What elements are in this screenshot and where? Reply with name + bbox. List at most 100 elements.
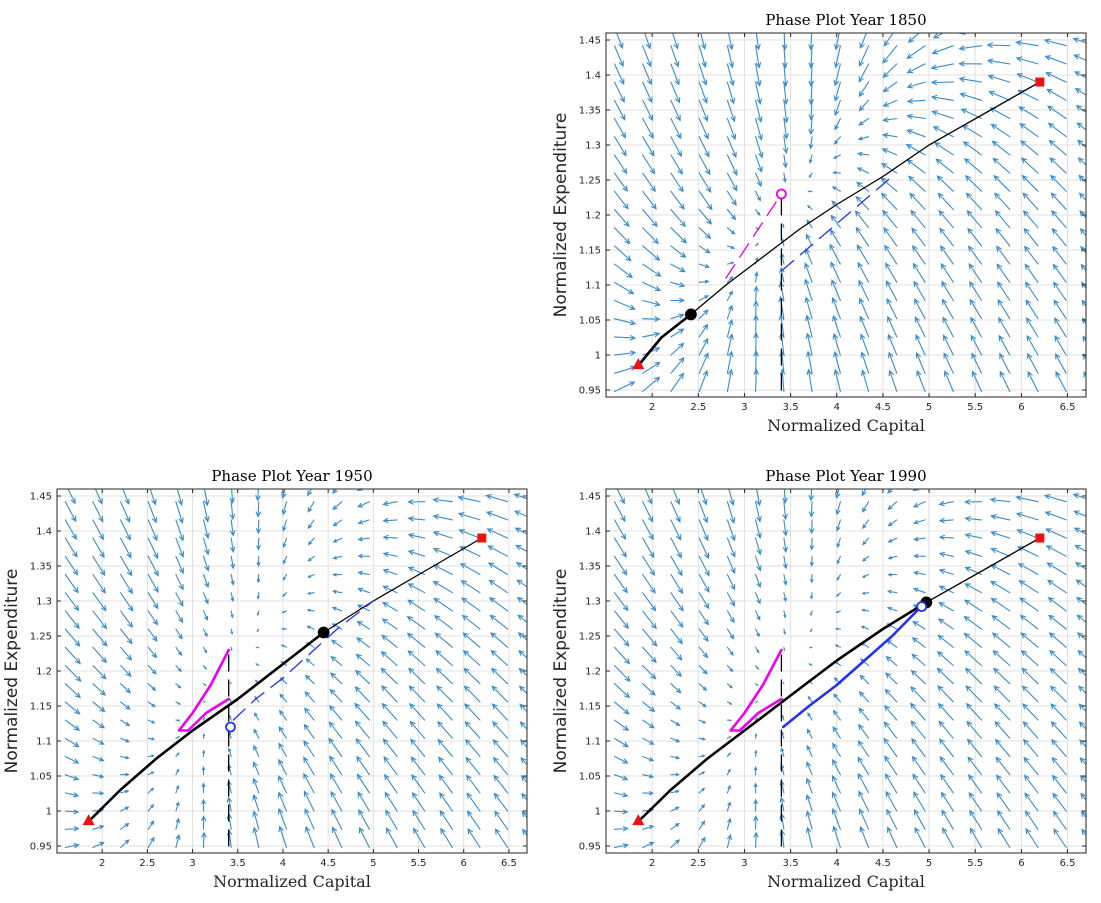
- quiver-arrow: [698, 803, 706, 812]
- quiver-arrow: [670, 719, 681, 727]
- quiver-arrow: [356, 620, 370, 630]
- quiver-arrow: [1077, 649, 1086, 659]
- quiver-arrow: [64, 555, 79, 576]
- quiver-arrow: [230, 573, 235, 586]
- quiver-arrow: [122, 489, 130, 506]
- quiver-arrow: [726, 519, 736, 542]
- quiver-arrow: [698, 719, 707, 724]
- quiver-arrow: [810, 592, 814, 600]
- quiver-arrow: [698, 117, 709, 140]
- quiver-arrow: [992, 649, 1011, 667]
- x-tick-label: 3.5: [783, 402, 799, 413]
- quiver-arrow: [64, 537, 78, 558]
- quiver-arrow: [670, 342, 685, 356]
- quiver-arrow: [357, 553, 370, 559]
- quiver-arrow: [356, 755, 370, 776]
- grid: [57, 489, 527, 853]
- quiver-arrow: [958, 45, 983, 51]
- quiver-arrow: [806, 350, 813, 374]
- quiver-arrow: [858, 63, 870, 83]
- quiver-arrow: [834, 117, 841, 131]
- quiver-arrow: [385, 827, 398, 849]
- quiver-arrow: [642, 227, 659, 245]
- quiver-arrow: [698, 573, 710, 594]
- quiver-arrow: [357, 536, 370, 542]
- quiver-arrow: [884, 688, 898, 703]
- quiver-arrow: [1051, 774, 1067, 794]
- x-tick-label: 5: [926, 402, 932, 413]
- y-tick-label: 1: [595, 807, 601, 818]
- quiver-arrow: [488, 597, 509, 612]
- quiver-arrow: [201, 831, 207, 849]
- quiver-arrow: [911, 244, 926, 265]
- quiver-arrow: [992, 667, 1011, 685]
- quiver-arrow: [881, 148, 898, 156]
- quiver-arrow: [698, 519, 709, 542]
- quiver-arrow: [330, 655, 343, 667]
- quiver-arrow: [92, 737, 105, 745]
- x-tick-label: 4.5: [320, 858, 336, 869]
- quiver-arrow: [991, 615, 1011, 630]
- quiver-arrow: [782, 63, 789, 88]
- quiver-arrow: [1054, 335, 1067, 356]
- quiver-arrow: [783, 81, 789, 106]
- quiver-arrow: [910, 720, 926, 739]
- quiver-arrow: [698, 352, 709, 374]
- quiver-arrow: [836, 573, 841, 581]
- quiver-arrow: [968, 791, 983, 812]
- quiver-arrow: [1052, 792, 1067, 812]
- quiver-arrow: [384, 791, 398, 812]
- quiver-arrow: [832, 726, 841, 739]
- quiver-arrow: [670, 701, 682, 710]
- quiver-arrow: [806, 761, 813, 776]
- quiver-arrow: [965, 483, 982, 487]
- quiver-arrow: [726, 63, 735, 87]
- quiver-arrow: [964, 549, 983, 557]
- quiver-arrow: [907, 33, 920, 44]
- quiver-arrow: [753, 765, 758, 776]
- quiver-arrow: [940, 773, 954, 794]
- quiver-arrow: [858, 723, 870, 739]
- quiver-arrow: [331, 606, 343, 612]
- quiver-arrow: [147, 787, 155, 794]
- quiver-arrow: [932, 126, 954, 138]
- quiver-arrow: [831, 807, 841, 830]
- quiver-arrow: [92, 555, 106, 577]
- quiver-arrow: [670, 117, 682, 140]
- quiver-arrow: [783, 573, 788, 586]
- quiver-arrow: [930, 79, 954, 86]
- quiver-arrow: [485, 494, 509, 503]
- quiver-arrow: [120, 501, 131, 523]
- quiver-arrow: [202, 716, 206, 721]
- quiver-arrow: [485, 511, 509, 521]
- quiver-arrow: [698, 610, 710, 626]
- quiver-arrow: [616, 33, 624, 50]
- x-tick-label: 6: [1018, 402, 1024, 413]
- quiver-arrow: [939, 755, 954, 776]
- quiver-arrow: [613, 227, 631, 245]
- quiver-arrow: [642, 361, 661, 374]
- quiver-arrow: [642, 683, 656, 696]
- y-tick-label: 1.25: [579, 632, 601, 643]
- quiver-arrow: [755, 683, 759, 687]
- quiver-arrow: [1045, 478, 1067, 484]
- quiver-arrow: [1077, 139, 1086, 149]
- quiver-arrow: [943, 352, 954, 374]
- quiver-arrow: [698, 245, 711, 254]
- quiver-arrow: [833, 81, 841, 102]
- quiver-arrow: [698, 737, 706, 741]
- quiver-arrow: [883, 737, 898, 758]
- y-tick-label: 1.3: [585, 597, 601, 608]
- quiver-arrow: [915, 333, 926, 356]
- quiver-arrow: [932, 33, 945, 39]
- quiver-arrow: [698, 771, 706, 776]
- quiver-arrow: [120, 537, 132, 559]
- quiver-arrow: [1015, 40, 1039, 47]
- quiver-arrow: [781, 33, 788, 51]
- quiver-arrow: [857, 151, 870, 157]
- quiver-arrow: [465, 756, 481, 776]
- quiver-arrow: [700, 33, 707, 51]
- quiver-arrow: [409, 702, 426, 721]
- quiver-arrow: [642, 81, 653, 104]
- quiver-arrow: [963, 632, 983, 648]
